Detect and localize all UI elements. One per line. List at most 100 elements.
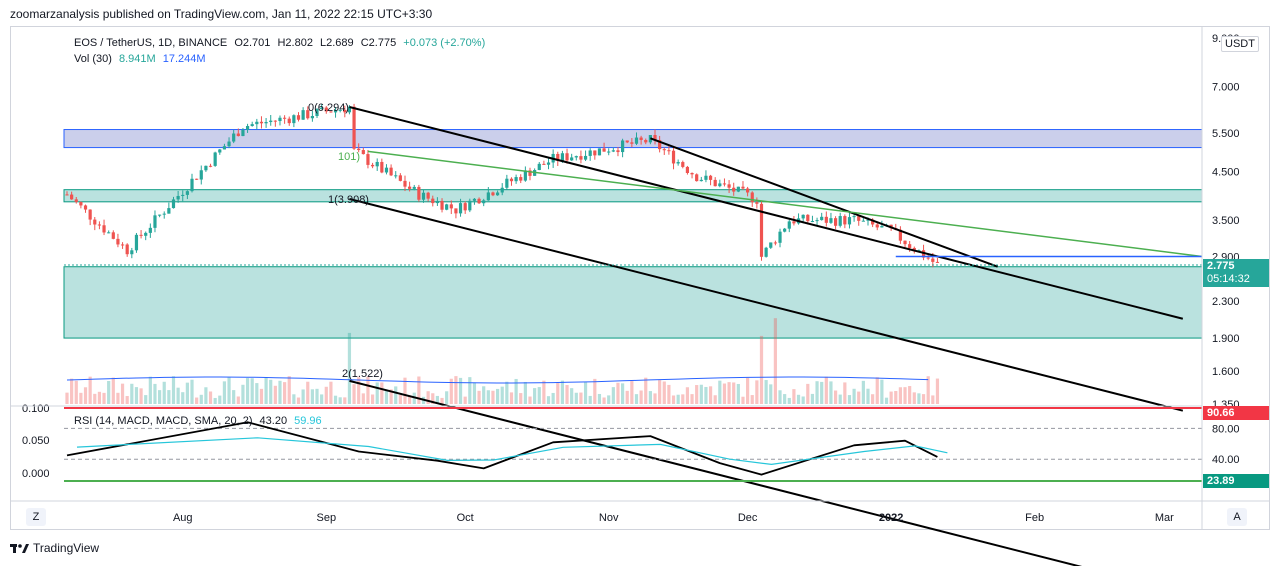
candle xyxy=(357,143,361,153)
candle-body xyxy=(301,110,305,120)
candle-body xyxy=(583,155,588,160)
volume-bar xyxy=(204,387,208,404)
candle xyxy=(616,147,620,157)
candle-body xyxy=(505,178,509,188)
candle-body xyxy=(204,165,208,171)
auto-scale-button[interactable]: A xyxy=(1227,508,1247,526)
volume-bar xyxy=(843,382,847,404)
volume-bar xyxy=(523,381,527,404)
currency-selector[interactable]: USDT xyxy=(1221,36,1259,52)
price-tick: 2.300 xyxy=(1212,296,1240,308)
candle-body xyxy=(389,167,393,176)
volume-bar xyxy=(366,376,370,404)
time-tick: Feb xyxy=(1025,512,1044,524)
volume-bar xyxy=(408,396,412,404)
volume-ma: 17.244M xyxy=(162,53,206,65)
volume-bar xyxy=(593,378,597,404)
candle xyxy=(329,111,333,113)
candle-body xyxy=(542,163,546,165)
candle-body xyxy=(375,161,379,167)
candle xyxy=(519,174,523,184)
candle-body xyxy=(713,179,717,187)
volume-bar xyxy=(218,395,222,404)
candle xyxy=(935,258,940,263)
candle-body xyxy=(134,234,139,251)
candle-body xyxy=(787,221,791,229)
candle-body xyxy=(449,204,453,209)
candle xyxy=(426,191,430,202)
time-tick: Aug xyxy=(173,512,193,524)
fib-label-0: 0(6.294) xyxy=(308,102,349,114)
footer-brand[interactable]: TradingView xyxy=(10,541,99,555)
volume-bar xyxy=(283,382,287,404)
candle-body xyxy=(181,194,185,196)
candle xyxy=(546,158,551,170)
candle xyxy=(125,243,129,257)
open-value: O2.701 xyxy=(234,37,271,49)
volume-bar xyxy=(125,396,129,404)
candle xyxy=(162,211,166,219)
time-tick: Sep xyxy=(316,512,336,524)
volume-bar xyxy=(458,377,463,404)
candle-body xyxy=(287,118,291,124)
candle-body xyxy=(681,162,685,167)
volume-bar xyxy=(917,393,921,404)
volume-bar xyxy=(403,377,407,404)
volume-bar xyxy=(903,387,907,404)
volume-bar xyxy=(440,397,444,404)
zone-lower xyxy=(63,266,1203,339)
volume-bar xyxy=(824,376,828,404)
volume-bar xyxy=(718,380,722,404)
volume-bar xyxy=(621,383,625,404)
volume-bar xyxy=(93,393,97,404)
candle-body xyxy=(908,244,912,248)
candle xyxy=(458,198,463,217)
candle xyxy=(408,181,412,192)
close-value: C2.775 xyxy=(360,37,397,49)
candle xyxy=(759,200,764,261)
volume-bar xyxy=(644,377,648,404)
candle-body xyxy=(245,125,250,130)
volume-bar xyxy=(514,378,518,404)
zoom-button[interactable]: Z xyxy=(26,508,46,526)
candle-body xyxy=(602,148,606,152)
currency-label: USDT xyxy=(1225,38,1255,50)
candle xyxy=(245,123,250,133)
volume-bar xyxy=(866,388,870,404)
volume-bar xyxy=(769,384,773,404)
volume-bar xyxy=(199,394,203,404)
candle xyxy=(583,150,588,162)
candle-body xyxy=(732,187,736,192)
fib-label-2: 2(1.522) xyxy=(342,368,383,380)
candle xyxy=(662,147,666,155)
candle xyxy=(449,200,453,215)
candle xyxy=(301,107,305,120)
candle xyxy=(579,150,583,164)
candle xyxy=(218,148,222,155)
volume-legend[interactable]: Vol (30) 8.941M 17.244M xyxy=(74,53,210,65)
candle-body xyxy=(185,191,189,195)
candle xyxy=(769,242,773,249)
volume-bar xyxy=(838,394,842,404)
candle xyxy=(718,179,722,188)
symbol-legend[interactable]: EOS / TetherUS, 1D, BINANCE O2.701 H2.80… xyxy=(74,37,489,49)
candle-body xyxy=(746,188,750,193)
channel-line-1 xyxy=(349,197,1184,412)
candle xyxy=(704,170,708,183)
candle-body xyxy=(690,172,694,175)
volume-bar xyxy=(394,386,398,404)
volume-bar xyxy=(588,395,592,404)
volume-bar xyxy=(908,386,912,404)
rsi-legend[interactable]: RSI (14, MACD, MACD, SMA, 20, 2) 43.20 5… xyxy=(74,415,326,427)
volume-bar xyxy=(796,394,801,404)
candle xyxy=(857,215,861,226)
candle-body xyxy=(833,218,838,226)
volume-bar xyxy=(662,381,666,404)
candle xyxy=(727,180,731,194)
candle-body xyxy=(190,178,194,192)
candle xyxy=(556,151,560,166)
candle xyxy=(491,191,495,197)
volume-bar xyxy=(801,396,805,404)
volume-bar xyxy=(426,391,430,404)
